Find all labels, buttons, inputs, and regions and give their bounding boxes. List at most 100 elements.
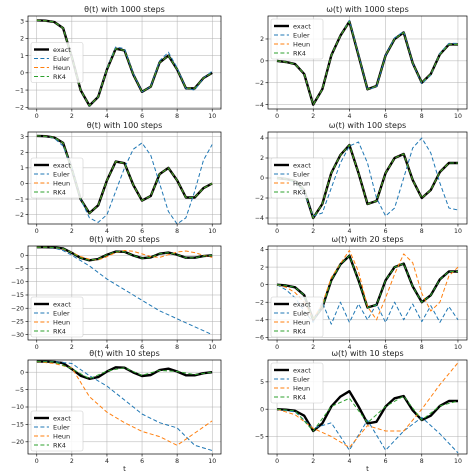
legend-label-euler: Euler [53, 423, 70, 431]
x-tick-label: 0 [35, 228, 39, 235]
axes-frame [27, 245, 222, 341]
x-tick-label: 6 [384, 344, 388, 351]
panel-title: θ(t) with 20 steps [89, 235, 160, 244]
legend-label-euler: Euler [293, 309, 310, 317]
legend-label-heun: Heun [293, 318, 310, 326]
x-tick-label: 10 [454, 458, 462, 465]
x-tick-label: 2 [70, 344, 74, 351]
y-tick-label: −20 [11, 305, 24, 312]
x-tick-label: 8 [420, 228, 424, 235]
legend-box [270, 296, 324, 338]
legend-label-exact: exact [53, 46, 71, 54]
y-tick-label: −1 [15, 196, 24, 203]
legend-label-exact: exact [53, 300, 71, 308]
x-tick-label: 6 [140, 458, 144, 465]
x-tick-label: 2 [70, 458, 74, 465]
x-tick-label: 2 [311, 344, 315, 351]
x-tick-label: 2 [311, 113, 315, 120]
x-tick-label: 10 [454, 113, 462, 120]
x-tick-label: 6 [140, 113, 144, 120]
figure-xlabel-left: t [123, 465, 126, 473]
y-tick-label: 2 [20, 149, 24, 156]
x-tick-label: 0 [35, 344, 39, 351]
x-tick-label: 4 [347, 228, 351, 235]
panel-title: ω(t) with 100 steps [329, 121, 406, 130]
chart-panel-1: 0 2 4 6 8 10 −2 −1 0 1 2 3 θ(t) with 1000 steps exact… [15, 5, 222, 120]
series-line-exact [276, 390, 458, 433]
x-tick-label: 0 [35, 113, 39, 120]
legend-box [270, 157, 324, 199]
legend-label-euler: Euler [53, 55, 70, 63]
y-tick-label: 0 [260, 406, 264, 413]
y-tick-label: 0 [260, 175, 264, 182]
legend-label-rk4: RK4 [293, 327, 306, 335]
x-tick-label: 4 [105, 344, 109, 351]
legend-label-heun: Heun [53, 432, 70, 440]
x-tick-label: 4 [105, 458, 109, 465]
x-tick-label: 10 [454, 344, 462, 351]
legend-label-rk4: RK4 [293, 188, 306, 196]
y-tick-label: −2 [255, 299, 264, 306]
x-tick-label: 4 [347, 458, 351, 465]
axes-frame [27, 359, 222, 455]
legend-box [30, 296, 84, 338]
series-line-rk4 [276, 21, 458, 106]
x-tick-label: 0 [35, 458, 39, 465]
x-tick-label: 2 [311, 228, 315, 235]
x-tick-label: 6 [140, 344, 144, 351]
x-tick-label: 4 [105, 113, 109, 120]
y-tick-label: 5 [260, 379, 264, 386]
legend-box [30, 410, 84, 452]
y-tick-label: −4 [255, 317, 264, 324]
legend-label-heun: Heun [293, 179, 310, 187]
legend-label-exact: exact [293, 366, 311, 374]
legend-label-heun: Heun [293, 384, 310, 392]
x-tick-label: 2 [70, 228, 74, 235]
y-tick-label: −15 [11, 292, 24, 299]
y-tick-label: 0 [20, 70, 24, 77]
y-tick-label: 2 [260, 155, 264, 162]
figure-xlabel-right: t [366, 465, 369, 473]
legend-label-heun: Heun [53, 318, 70, 326]
y-tick-label: 3 [20, 18, 24, 25]
legend-label-euler: Euler [293, 375, 310, 383]
y-tick-label: 4 [260, 135, 264, 142]
x-tick-label: 10 [454, 228, 462, 235]
legend-label-euler: Euler [293, 31, 310, 39]
x-tick-label: 0 [275, 228, 279, 235]
chart-panel-5: 0 2 4 6 8 10 −30 −25 −20 −15 −10 −5 0 θ(t) with 20 st… [11, 235, 222, 351]
y-tick-label: 0 [20, 369, 24, 376]
y-tick-label: 2 [260, 36, 264, 43]
y-tick-label: −2 [255, 195, 264, 202]
legend-label-rk4: RK4 [53, 327, 66, 335]
series-line-rk4 [36, 19, 213, 107]
y-tick-label: −30 [11, 332, 24, 339]
panel-title: ω(t) with 10 steps [331, 349, 403, 358]
chart-panel-6: 0 2 4 6 8 10 −6 −4 −2 0 2 4 ω(t) with 20 steps exactE… [255, 235, 468, 351]
chart-panel-3: 0 2 4 6 8 10 −2 −1 0 1 2 3 θ(t) with 100 steps exactE… [15, 121, 222, 235]
y-tick-label: −20 [11, 439, 24, 446]
series-line-euler [276, 408, 459, 454]
x-tick-label: 10 [208, 344, 216, 351]
series-line-heun [36, 246, 213, 261]
legend-label-exact: exact [293, 22, 311, 30]
chart-panel-4: 0 2 4 6 8 10 −4 −2 0 2 4 ω(t) with 100 steps exactEu… [255, 121, 468, 235]
axes-frame [267, 245, 468, 341]
y-tick-label: 3 [20, 134, 24, 141]
y-tick-label: −4 [255, 102, 264, 109]
chart-panel-8: 0 2 4 6 8 10 −5 0 5 ω(t) with 10 steps exactEulerH… [255, 349, 468, 465]
x-tick-label: 0 [275, 458, 279, 465]
chart-panel-7: 0 2 4 6 8 10 −20 −15 −10 −5 0 θ(t) with 10 steps exa… [11, 349, 222, 465]
x-tick-label: 6 [140, 228, 144, 235]
x-tick-label: 8 [420, 113, 424, 120]
x-tick-label: 6 [384, 458, 388, 465]
series-line-euler [36, 246, 213, 336]
y-tick-label: 0 [20, 252, 24, 259]
y-tick-label: −5 [15, 387, 24, 394]
x-tick-label: 2 [311, 458, 315, 465]
legend-label-exact: exact [293, 300, 311, 308]
